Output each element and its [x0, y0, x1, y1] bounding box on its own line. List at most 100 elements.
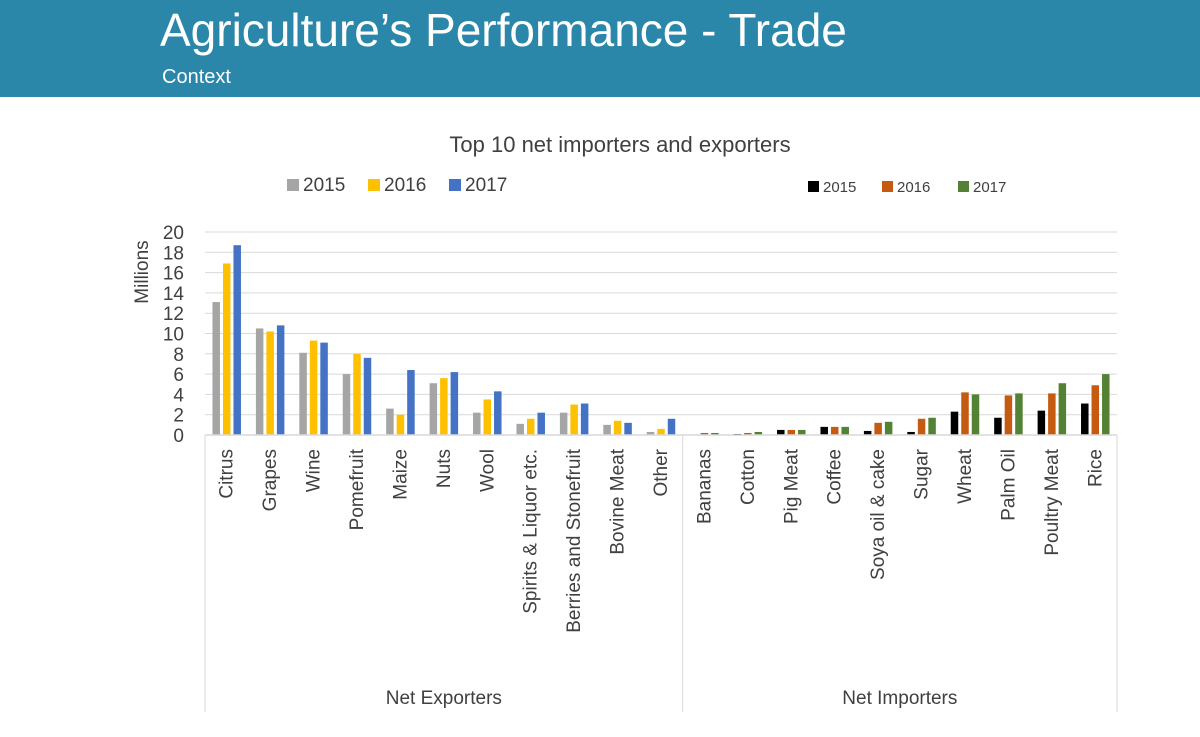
bar-0-5-2017	[450, 372, 459, 435]
bar-0-10-2017	[667, 418, 676, 435]
bar-0-2-2016	[309, 340, 318, 435]
bar-0-8-2016	[570, 404, 578, 435]
x-tick-label-1-1: Cotton	[738, 449, 759, 505]
bar-0-6-2015	[473, 412, 481, 435]
x-tick-label-1-6: Wheat	[955, 448, 976, 504]
bar-0-0-2017	[233, 245, 241, 435]
bar-1-7-2015	[994, 417, 1002, 435]
bar-0-0-2015	[212, 302, 220, 435]
bar-1-2-2016	[787, 429, 796, 435]
y-tick-label-18: 18	[163, 243, 184, 264]
y-axis-label: Millions	[132, 240, 153, 303]
bar-1-9-2015	[1081, 403, 1089, 435]
x-tick-label-0-8: Berries and Stonefruit	[564, 448, 585, 632]
page-subtitle: Context	[162, 66, 231, 88]
y-tick-label-12: 12	[163, 304, 184, 325]
bar-0-4-2016	[396, 414, 405, 435]
bar-1-9-2016	[1091, 385, 1100, 435]
bar-0-1-2015	[255, 328, 264, 435]
bar-0-8-2015	[559, 412, 568, 435]
bar-0-10-2015	[646, 431, 655, 435]
y-tick-label-14: 14	[163, 284, 185, 305]
y-tick-label-20: 20	[163, 223, 184, 244]
x-tick-label-1-2: Pig Meat	[781, 448, 802, 524]
bar-0-7-2015	[516, 423, 524, 435]
x-tick-label-1-8: Poultry Meat	[1042, 448, 1063, 555]
bar-0-4-2017	[407, 370, 415, 435]
bar-0-2-2015	[299, 352, 307, 435]
bar-0-9-2015	[603, 424, 611, 435]
x-tick-label-0-6: Wool	[477, 449, 498, 492]
legend-swatch-exporters-2015	[287, 179, 299, 191]
bar-1-2-2017	[798, 429, 806, 435]
x-tick-label-1-3: Coffee	[825, 449, 846, 505]
bar-1-3-2015	[820, 426, 828, 435]
y-tick-label-10: 10	[163, 325, 184, 346]
y-tick-label-8: 8	[173, 345, 184, 366]
bar-0-6-2017	[494, 391, 502, 435]
x-tick-label-0-3: Pomefruit	[347, 448, 368, 530]
bar-1-8-2017	[1058, 383, 1067, 435]
header-banner: Agriculture’s Performance - Trade Contex…	[0, 0, 1200, 97]
bar-0-5-2016	[440, 378, 448, 435]
bar-1-4-2015	[863, 430, 872, 435]
bar-1-7-2017	[1015, 393, 1023, 435]
x-tick-label-0-1: Grapes	[260, 449, 281, 511]
bar-1-6-2017	[971, 394, 980, 435]
bar-0-3-2015	[342, 374, 351, 435]
x-tick-label-1-9: Rice	[1085, 449, 1106, 487]
bar-0-7-2016	[526, 418, 535, 435]
legend-label-importers-2016: 2016	[897, 179, 930, 196]
bar-0-4-2015	[386, 408, 394, 435]
group-label-importers: Net Importers	[842, 688, 957, 709]
bar-1-1-2017	[754, 431, 763, 435]
legend-label-exporters-2016: 2016	[384, 175, 426, 196]
bar-1-5-2015	[907, 431, 915, 435]
bar-0-3-2016	[353, 353, 361, 435]
bar-0-10-2016	[657, 428, 665, 435]
bar-1-2-2015	[777, 429, 785, 435]
bar-1-6-2016	[961, 392, 969, 435]
bar-1-0-2017	[711, 432, 719, 435]
bar-1-3-2016	[830, 426, 839, 435]
x-tick-label-0-7: Spirits & Liquor etc.	[521, 449, 542, 614]
bar-chart: Top 10 net importers and exporters 2015 20…	[132, 132, 1118, 712]
bar-0-7-2017	[537, 412, 545, 435]
bar-1-5-2016	[917, 418, 926, 435]
y-tick-label-4: 4	[173, 385, 184, 406]
legend-swatch-importers-2016	[882, 181, 893, 192]
bar-1-3-2017	[841, 426, 849, 435]
bar-1-1-2016	[744, 432, 752, 435]
x-tick-label-1-0: Bananas	[694, 449, 715, 524]
chart-title: Top 10 net importers and exporters	[449, 132, 790, 157]
bar-1-5-2017	[928, 417, 936, 435]
legend-label-importers-2015: 2015	[823, 179, 856, 196]
y-tick-label-6: 6	[173, 365, 184, 386]
bar-1-8-2016	[1048, 393, 1056, 435]
bar-0-1-2016	[266, 331, 274, 435]
bar-0-8-2017	[580, 403, 589, 435]
y-tick-label-16: 16	[163, 264, 184, 285]
bar-0-5-2015	[429, 383, 438, 435]
legend-swatch-exporters-2017	[449, 179, 461, 191]
x-tick-label-0-10: Other	[651, 448, 672, 496]
legend-label-exporters-2017: 2017	[465, 175, 507, 196]
bar-1-0-2016	[700, 432, 709, 435]
x-tick-label-0-2: Wine	[304, 449, 325, 492]
bar-1-6-2015	[950, 411, 959, 435]
legend-swatch-importers-2015	[808, 181, 819, 192]
bar-1-9-2017	[1102, 374, 1110, 435]
x-tick-label-0-5: Nuts	[434, 449, 455, 488]
bar-0-3-2017	[363, 357, 372, 435]
legend-swatch-exporters-2016	[368, 179, 380, 191]
legend-label-exporters-2015: 2015	[303, 175, 345, 196]
chart-area: Top 10 net importers and exporters 2015 20…	[0, 97, 1200, 732]
bar-0-6-2016	[483, 399, 492, 435]
x-tick-label-0-4: Maize	[390, 449, 411, 500]
x-tick-label-1-4: Soya oil & cake	[868, 449, 889, 580]
x-tick-label-1-5: Sugar	[912, 448, 933, 499]
bar-1-4-2017	[884, 421, 893, 435]
x-tick-label-0-0: Citrus	[217, 449, 238, 499]
bar-0-2-2017	[320, 342, 328, 435]
x-tick-label-0-9: Bovine Meat	[608, 448, 629, 554]
